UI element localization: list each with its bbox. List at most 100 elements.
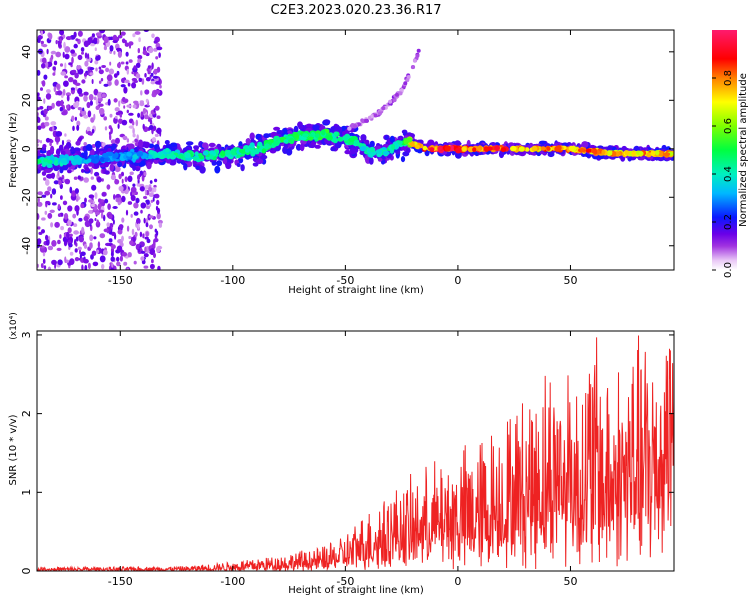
spectrogram-cell (96, 219, 99, 225)
spectrogram-cell (145, 77, 151, 82)
spectrogram-cell (249, 142, 255, 149)
spectrogram-cell (129, 240, 134, 246)
spectrogram-cell (156, 46, 163, 51)
spectrogram-cell (84, 264, 88, 270)
spectrogram-cell (91, 33, 95, 38)
spectrogram-cell (113, 265, 117, 270)
spectrogram-cell (81, 264, 84, 270)
spectrogram-cell (46, 173, 54, 179)
spectrogram-cell (93, 113, 96, 121)
spectrogram-cell (46, 48, 49, 55)
spectrogram-cell (123, 261, 128, 266)
spectrogram-cell (184, 152, 191, 159)
spectrogram-cell (178, 153, 184, 159)
spectrogram-cell (94, 192, 98, 200)
spectrogram-cell (78, 137, 83, 142)
spectrogram-cell (195, 165, 201, 170)
spectrogram-cell (252, 162, 259, 167)
spectrogram-cell (64, 62, 67, 70)
spectrogram-cell (144, 189, 147, 196)
colorbar-tick-label: 0.2 (723, 214, 734, 230)
spectrogram-cell (209, 154, 214, 160)
spectrogram-cell (120, 31, 126, 36)
spectrogram-cell (283, 139, 289, 144)
spectrogram-cell (154, 228, 157, 233)
spectrogram-cell (312, 124, 320, 131)
spectrogram-cell (663, 152, 671, 157)
spectrogram-cell (86, 101, 91, 109)
spectrogram-cell (72, 213, 77, 219)
spectrogram-cell (639, 151, 644, 156)
spectrogram-cell (99, 30, 106, 34)
spectrogram-cell (68, 77, 74, 83)
spectrogram-cell (211, 161, 217, 166)
spectrogram-cell (208, 142, 216, 148)
spectrogram-cell (293, 125, 299, 134)
snr-y-axis-label: SNR (10 * v/v) (8, 414, 19, 485)
spectrogram-cell (494, 145, 500, 151)
spectrogram-cell (37, 92, 40, 97)
spectrogram-cell (295, 143, 302, 151)
spectrogram-cell (101, 178, 104, 182)
spectrogram-cell (257, 141, 263, 147)
spectrogram-x-tick-label: -100 (220, 274, 245, 287)
spectrogram-cell (110, 251, 114, 257)
spectrogram-cell (37, 213, 40, 220)
spectrogram-cell (326, 134, 333, 140)
spectrogram-cell (154, 133, 159, 137)
spectrogram-cell (153, 108, 156, 113)
spectrogram-cell (138, 139, 144, 148)
spectrogram-cell (59, 63, 64, 67)
spectrogram-cell (344, 133, 351, 140)
spectrogram-cell (260, 154, 268, 160)
spectrogram-cell (158, 52, 161, 58)
spectrogram-cell (568, 145, 574, 152)
spectrogram-cell (201, 142, 209, 149)
spectrogram-cell (580, 147, 585, 153)
spectrogram-cell (148, 154, 154, 160)
spectrogram-cell (95, 99, 99, 105)
spectrogram-cell (510, 145, 517, 152)
spectrogram-cell (314, 144, 321, 149)
spectrogram-cell (400, 156, 406, 163)
spectrogram-cell (131, 82, 137, 89)
spectrogram-cell (91, 184, 97, 191)
spectrogram-cell (405, 78, 410, 83)
spectrogram-cell (185, 141, 194, 146)
spectrogram-cell (77, 175, 82, 180)
spectrogram-cell (158, 222, 163, 228)
spectrogram-cell (45, 179, 50, 186)
spectrogram-cell (113, 98, 118, 103)
spectrogram-cell (67, 227, 72, 234)
spectrogram-cell (58, 177, 63, 181)
spectrogram-cell (88, 94, 94, 101)
spectrogram-cell (155, 205, 159, 211)
spectrogram-cell (231, 149, 236, 156)
spectrogram-cell (156, 127, 162, 134)
spectrogram-cell (308, 136, 314, 141)
spectrogram-cell (321, 130, 326, 136)
spectrogram-cell (156, 212, 161, 220)
spectrogram-cell (111, 262, 114, 268)
spectrogram-cell (151, 62, 154, 70)
spectrogram-cell (146, 238, 151, 244)
spectrogram-cell (276, 130, 284, 135)
spectrogram-cell (391, 143, 396, 150)
spectrogram-cell (51, 188, 57, 195)
spectrogram-cell (126, 68, 129, 75)
spectrogram-cell (117, 201, 121, 206)
spectrogram-cell (322, 119, 331, 125)
spectrogram-cell (461, 146, 467, 152)
spectrogram-cell (399, 88, 404, 93)
spectrogram-cell (53, 60, 58, 66)
spectrogram-cell (151, 33, 155, 39)
spectrogram-cell (48, 32, 53, 40)
spectrogram-cell (91, 144, 96, 148)
spectrogram-cell (101, 93, 107, 98)
spectrogram-cell (84, 197, 87, 203)
spectrogram-cell (540, 146, 546, 151)
spectrogram-cell (145, 231, 149, 237)
spectrogram-cell (43, 177, 47, 181)
spectrogram-cell (106, 222, 110, 228)
spectrogram-cell (47, 245, 54, 251)
